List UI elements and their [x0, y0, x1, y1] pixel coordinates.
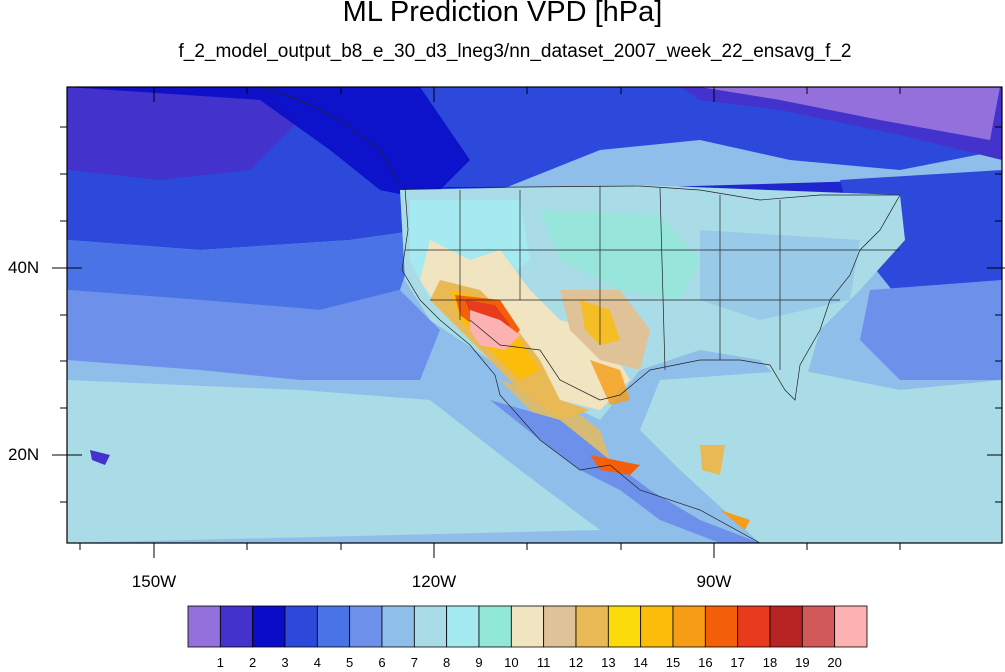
colorbar-label: 9 [475, 655, 483, 670]
colorbar-label: 16 [698, 655, 713, 670]
colorbar-swatch [478, 605, 512, 648]
colorbar-label: 7 [410, 655, 418, 670]
colorbar-label: 14 [633, 655, 648, 670]
vpd-field [67, 87, 1002, 543]
colorbar-label: 15 [665, 655, 681, 670]
colorbar-swatch [704, 605, 739, 648]
colorbar-swatch [284, 605, 318, 648]
colorbar-swatch [672, 605, 706, 648]
colorbar-label: 3 [281, 655, 289, 670]
map-ticks [52, 87, 1005, 558]
colorbar-label: 4 [313, 655, 321, 670]
colorbar-swatch [219, 605, 254, 648]
colorbar-label: 13 [601, 655, 616, 670]
colorbar-label: 11 [536, 655, 551, 670]
coastline-and-boundaries [259, 87, 901, 543]
colorbar-swatch [316, 605, 351, 648]
colorbar-label: 17 [730, 655, 745, 670]
colorbar-swatch [413, 605, 448, 648]
colorbar-swatch [575, 605, 609, 648]
lat-label-40n: 40N [8, 258, 40, 277]
colorbar-swatch [349, 605, 383, 648]
colorbar-label: 19 [795, 655, 810, 670]
colorbar-swatch [834, 605, 868, 648]
colorbar-label: 8 [443, 655, 451, 670]
colorbar-swatch [381, 605, 415, 648]
colorbar-label: 20 [827, 655, 842, 670]
map-title: ML Prediction VPD [hPa] [342, 0, 663, 28]
map-subtitle: f_2_model_output_b8_e_30_d3_lneg3/nn_dat… [178, 41, 852, 62]
colorbar-swatch [252, 605, 286, 648]
colorbar-label: 18 [762, 655, 778, 670]
colorbar-label: 12 [568, 655, 584, 670]
colorbar-swatch [187, 605, 221, 648]
colorbar-swatch [543, 605, 577, 648]
colorbar-label: 5 [346, 655, 354, 670]
colorbar-swatch [640, 605, 674, 648]
colorbar-swatch [769, 605, 803, 648]
lat-label-20n: 20N [8, 445, 40, 464]
colorbar [187, 605, 868, 648]
colorbar-label: 6 [378, 655, 386, 670]
lon-label-90w: 90W [696, 572, 732, 591]
colorbar-swatch [801, 605, 836, 648]
lon-label-120w: 120W [411, 572, 457, 591]
colorbar-label: 10 [504, 655, 519, 670]
colorbar-label: 2 [249, 655, 257, 670]
colorbar-swatch [737, 605, 771, 648]
colorbar-swatch [607, 605, 642, 648]
lon-label-150w: 150W [131, 572, 177, 591]
colorbar-swatch [510, 605, 545, 648]
colorbar-label: 1 [216, 655, 224, 670]
colorbar-swatch [446, 605, 480, 648]
